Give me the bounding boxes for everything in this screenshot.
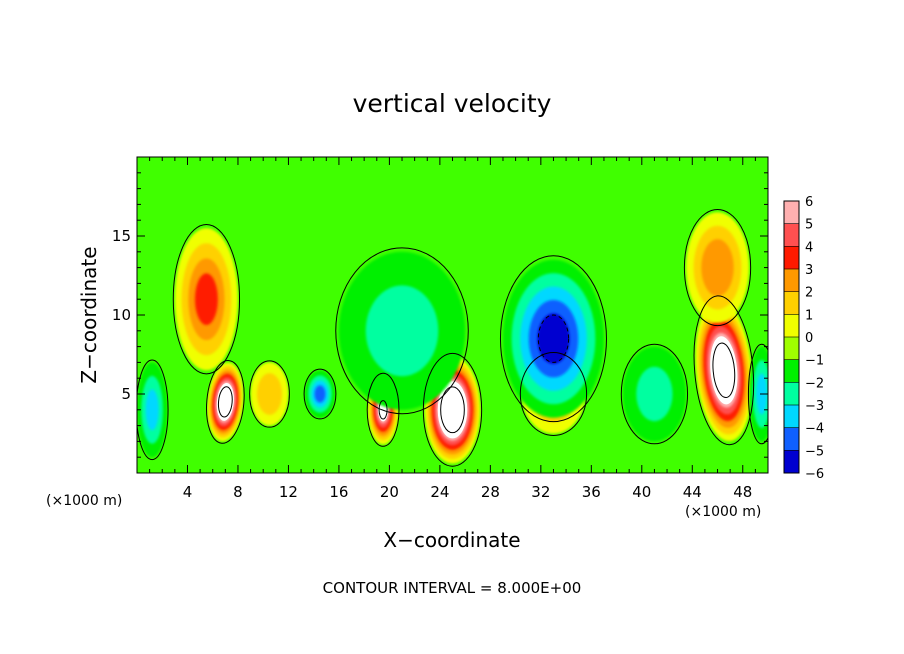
- colorbar-label: 6: [805, 195, 813, 210]
- colorbar-label: −5: [805, 444, 824, 459]
- colorbar-swatch: [784, 291, 799, 315]
- x-unit-left: (×1000 m): [46, 493, 122, 509]
- plot-area: [137, 157, 768, 473]
- field-overflow-core: [437, 381, 468, 439]
- contour-line: [440, 386, 465, 434]
- colorbar-label: −6: [805, 467, 824, 482]
- y-tick-label: 15: [112, 227, 131, 245]
- colorbar-label: 1: [805, 308, 813, 323]
- feature-updraft-5: [685, 212, 750, 323]
- colorbar-swatch: [784, 450, 799, 473]
- colorbar-label: 5: [805, 218, 813, 233]
- colorbar-label: 4: [805, 240, 813, 255]
- feature-updraft-4: [695, 299, 753, 442]
- x-tick-label: 28: [481, 483, 500, 501]
- x-tick-label: 20: [380, 483, 399, 501]
- feature-downdraft-11: [304, 370, 336, 418]
- contour-line-zero: [693, 295, 755, 446]
- colorbar-label: 3: [805, 263, 813, 278]
- velocity-field: [137, 212, 768, 464]
- contour-line: [378, 400, 388, 420]
- colorbar-label: 0: [805, 331, 813, 346]
- colorbar-swatch: [784, 337, 799, 360]
- colorbar-swatch: [784, 405, 799, 428]
- feature-downdraft-12: [622, 346, 686, 442]
- x-tick-label: 12: [279, 483, 298, 501]
- y-tick-label: 5: [121, 385, 131, 403]
- field-level-4: [194, 273, 218, 325]
- contour-line-zero: [683, 209, 752, 327]
- y-tick-label: 10: [112, 306, 131, 324]
- x-tick-label: 40: [632, 483, 651, 501]
- contour-line-zero: [303, 368, 337, 420]
- x-tick-label: 4: [183, 483, 193, 501]
- colorbar-swatch: [784, 223, 799, 247]
- colorbar-swatch: [784, 382, 799, 405]
- colorbar-label: −1: [805, 354, 824, 369]
- contour-line: [217, 386, 233, 418]
- colorbar: 6 5 4 3 2 1 0 −1 −2 −3 −4 −5 −6: [783, 195, 824, 482]
- field-level-2: [257, 373, 283, 415]
- contour-line-zero: [519, 352, 588, 436]
- contour-line-negative: [537, 314, 570, 363]
- feature-downdraft-10: [137, 362, 168, 458]
- contour-line-zero: [249, 360, 290, 428]
- field-level--3: [145, 389, 159, 431]
- field-level--5: [537, 313, 570, 364]
- colorbar-swatch: [784, 359, 799, 383]
- feature-downdraft-8: [502, 259, 604, 418]
- field-level--2: [636, 366, 673, 422]
- x-tick-label: 32: [531, 483, 550, 501]
- x-axis: 4 8 12 16 20 24 28 32 36 40 44 48: [149, 157, 756, 501]
- colorbar-swatch: [784, 427, 799, 451]
- x-tick-label: 48: [733, 483, 752, 501]
- y-axis-label: Z−coordinate: [77, 246, 101, 383]
- contour-interval-footer: CONTOUR INTERVAL = 8.000E+00: [323, 579, 582, 597]
- x-axis-label: X−coordinate: [383, 528, 520, 552]
- x-tick-label: 24: [430, 483, 449, 501]
- x-tick-label: 36: [582, 483, 601, 501]
- colorbar-label: −2: [805, 376, 824, 391]
- colorbar-swatch: [784, 246, 799, 269]
- colorbar-label: −4: [805, 422, 824, 437]
- contour-line-zero: [499, 255, 607, 423]
- feature-downdraft-9: [338, 251, 466, 410]
- contour-line: [712, 342, 736, 399]
- chart-title: vertical velocity: [353, 89, 552, 118]
- feature-updraft-1: [174, 228, 238, 371]
- field-level-3: [701, 239, 734, 297]
- contour-line-zero: [366, 372, 400, 447]
- contour-lines: [137, 209, 768, 467]
- x-tick-label: 8: [233, 483, 243, 501]
- feature-updraft-7: [250, 362, 289, 426]
- x-tick-label: 44: [683, 483, 702, 501]
- contour-line-zero: [620, 343, 689, 445]
- y-axis: 5 10 15: [112, 172, 768, 458]
- field-level--4: [314, 385, 326, 403]
- colorbar-swatch: [784, 314, 799, 337]
- contour-line-zero: [747, 343, 768, 445]
- contour-line-zero: [335, 247, 469, 415]
- colorbar-swatch: [784, 201, 799, 224]
- contour-line-zero: [172, 224, 241, 375]
- colorbar-swatch: [784, 269, 799, 292]
- field-level--2: [365, 285, 439, 377]
- colorbar-label: −3: [805, 399, 824, 414]
- contour-line-zero: [137, 359, 169, 461]
- colorbar-label: 2: [805, 286, 813, 301]
- x-unit-right: (×1000 m): [685, 504, 761, 520]
- x-tick-label: 16: [329, 483, 348, 501]
- contour-line-zero: [206, 360, 245, 444]
